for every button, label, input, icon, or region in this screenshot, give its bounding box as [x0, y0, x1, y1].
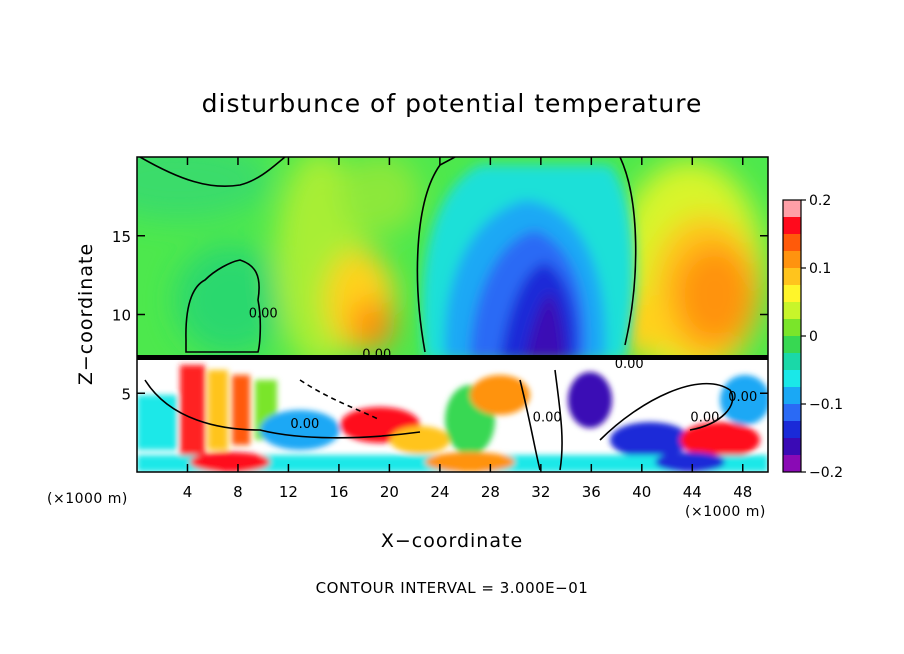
- y-tick-label: 5: [121, 385, 131, 403]
- contour-label: 0.00: [249, 307, 278, 322]
- contour-label: 0.00: [728, 390, 757, 405]
- x-tick-label: 12: [279, 483, 298, 501]
- colorbar-swatch: [783, 353, 801, 371]
- y-axis-label: Z−coordinate: [75, 243, 97, 385]
- x-tick-label: 20: [380, 483, 399, 501]
- contour-label: 0.00: [690, 411, 719, 426]
- colorbar-tick-label: −0.1: [809, 397, 843, 413]
- x-tick-label: 8: [233, 483, 243, 501]
- x-axis-label: X−coordinate: [381, 530, 523, 552]
- colorbar-tick-label: 0.2: [809, 193, 831, 209]
- y-axis: 5 10 15: [112, 228, 768, 403]
- lower-turbulent-field: [137, 355, 768, 472]
- x-tick-label: 36: [582, 483, 601, 501]
- colorbar-swatch: [783, 370, 801, 388]
- x-tick-label: 40: [632, 483, 651, 501]
- colorbar-swatch: [783, 404, 801, 422]
- y-tick-label: 10: [112, 307, 131, 325]
- contour-interval-note: CONTOUR INTERVAL = 3.000E−01: [316, 579, 589, 597]
- chart-title: disturbunce of potential temperature: [202, 89, 703, 118]
- colorbar-swatch: [783, 387, 801, 405]
- x-tick-label: 4: [183, 483, 193, 501]
- x-tick-label: 44: [683, 483, 702, 501]
- colorbar-swatch: [783, 336, 801, 354]
- colorbar-swatch: [783, 455, 801, 473]
- contour-label: 0.00: [362, 348, 391, 363]
- contour-lines: [139, 157, 734, 471]
- colorbar-tick-label: 0: [809, 329, 818, 345]
- x-tick-label: 48: [733, 483, 752, 501]
- x-tick-label: 16: [329, 483, 348, 501]
- colorbar-swatch: [783, 234, 801, 252]
- colorbar-swatch: [783, 285, 801, 303]
- colorbar-swatch: [783, 217, 801, 235]
- contour-label: 0.00: [290, 417, 319, 432]
- upper-field: [137, 157, 765, 380]
- colorbar-swatch: [783, 438, 801, 456]
- contour-label: 0.00: [615, 357, 644, 372]
- y-tick-label: 15: [112, 228, 131, 246]
- x-tick-label: 24: [430, 483, 449, 501]
- x-tick-label: 32: [531, 483, 550, 501]
- plot-area: 0.00 0.00 0.00 0.00 0.00 0.00 0.00: [137, 157, 768, 472]
- x-unit-left: (×1000 m): [47, 491, 128, 507]
- x-unit-right: (×1000 m): [685, 504, 766, 520]
- x-axis: 4 8 12 16 20 24 28 32 36 40 44 48: [183, 157, 752, 501]
- colorbar-tick-label: 0.1: [809, 261, 831, 277]
- colorbar-swatch: [783, 200, 801, 218]
- colorbar: 0.2 0.1 0 −0.1 −0.2: [782, 193, 843, 481]
- colorbar-swatch: [783, 319, 801, 337]
- colorbar-swatch: [783, 302, 801, 320]
- cold-plume: [422, 165, 635, 360]
- colorbar-swatch: [783, 268, 801, 286]
- contour-label: 0.00: [533, 411, 562, 426]
- colorbar-tick-label: −0.2: [809, 465, 843, 481]
- colorbar-swatch: [783, 421, 801, 439]
- contour-labels: 0.00 0.00 0.00 0.00 0.00 0.00 0.00: [249, 307, 758, 432]
- colorbar-swatch: [783, 251, 801, 269]
- x-tick-label: 28: [481, 483, 500, 501]
